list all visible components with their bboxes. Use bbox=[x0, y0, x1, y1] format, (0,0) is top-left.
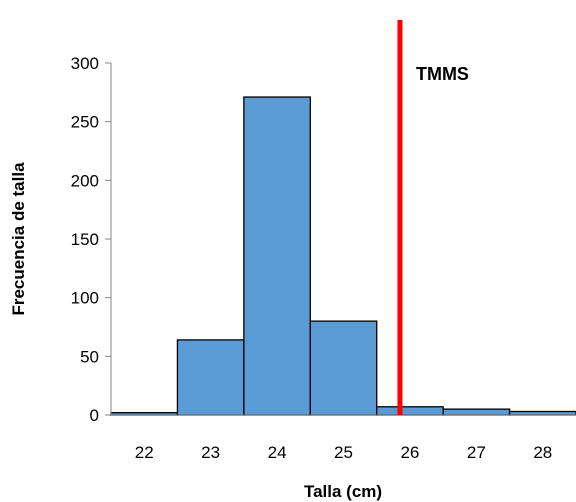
bar-27 bbox=[442, 408, 511, 416]
bar-23 bbox=[176, 339, 245, 416]
y-tick-label: 300 bbox=[71, 54, 99, 73]
bar-28 bbox=[508, 410, 576, 416]
bar-25 bbox=[309, 320, 378, 416]
x-tick-label: 23 bbox=[201, 443, 220, 462]
x-tick-label: 25 bbox=[334, 443, 353, 462]
bar-24 bbox=[243, 96, 311, 416]
x-tick-label: 22 bbox=[135, 443, 154, 462]
y-tick-label: 200 bbox=[71, 171, 99, 190]
x-tick-label: 27 bbox=[467, 443, 486, 462]
tmms-label: TMMS bbox=[416, 64, 469, 84]
x-tick-label: 24 bbox=[268, 443, 287, 462]
y-tick-label: 100 bbox=[71, 289, 99, 308]
y-tick-label: 50 bbox=[80, 347, 99, 366]
x-axis-ticks: 22 23 24 25 26 27 28 bbox=[135, 443, 552, 462]
x-tick-label: 26 bbox=[400, 443, 419, 462]
bar-26 bbox=[376, 406, 444, 416]
y-tick-label: 0 bbox=[90, 406, 99, 425]
x-axis-title: Talla (cm) bbox=[304, 482, 382, 501]
y-tick-label: 150 bbox=[71, 230, 99, 249]
x-tick-label: 28 bbox=[533, 443, 552, 462]
y-axis-ticks: 0 50 100 150 200 250 300 bbox=[71, 54, 111, 425]
bars-group bbox=[110, 96, 576, 416]
y-axis-title: Frecuencia de talla bbox=[9, 162, 28, 316]
y-tick-label: 250 bbox=[71, 113, 99, 132]
